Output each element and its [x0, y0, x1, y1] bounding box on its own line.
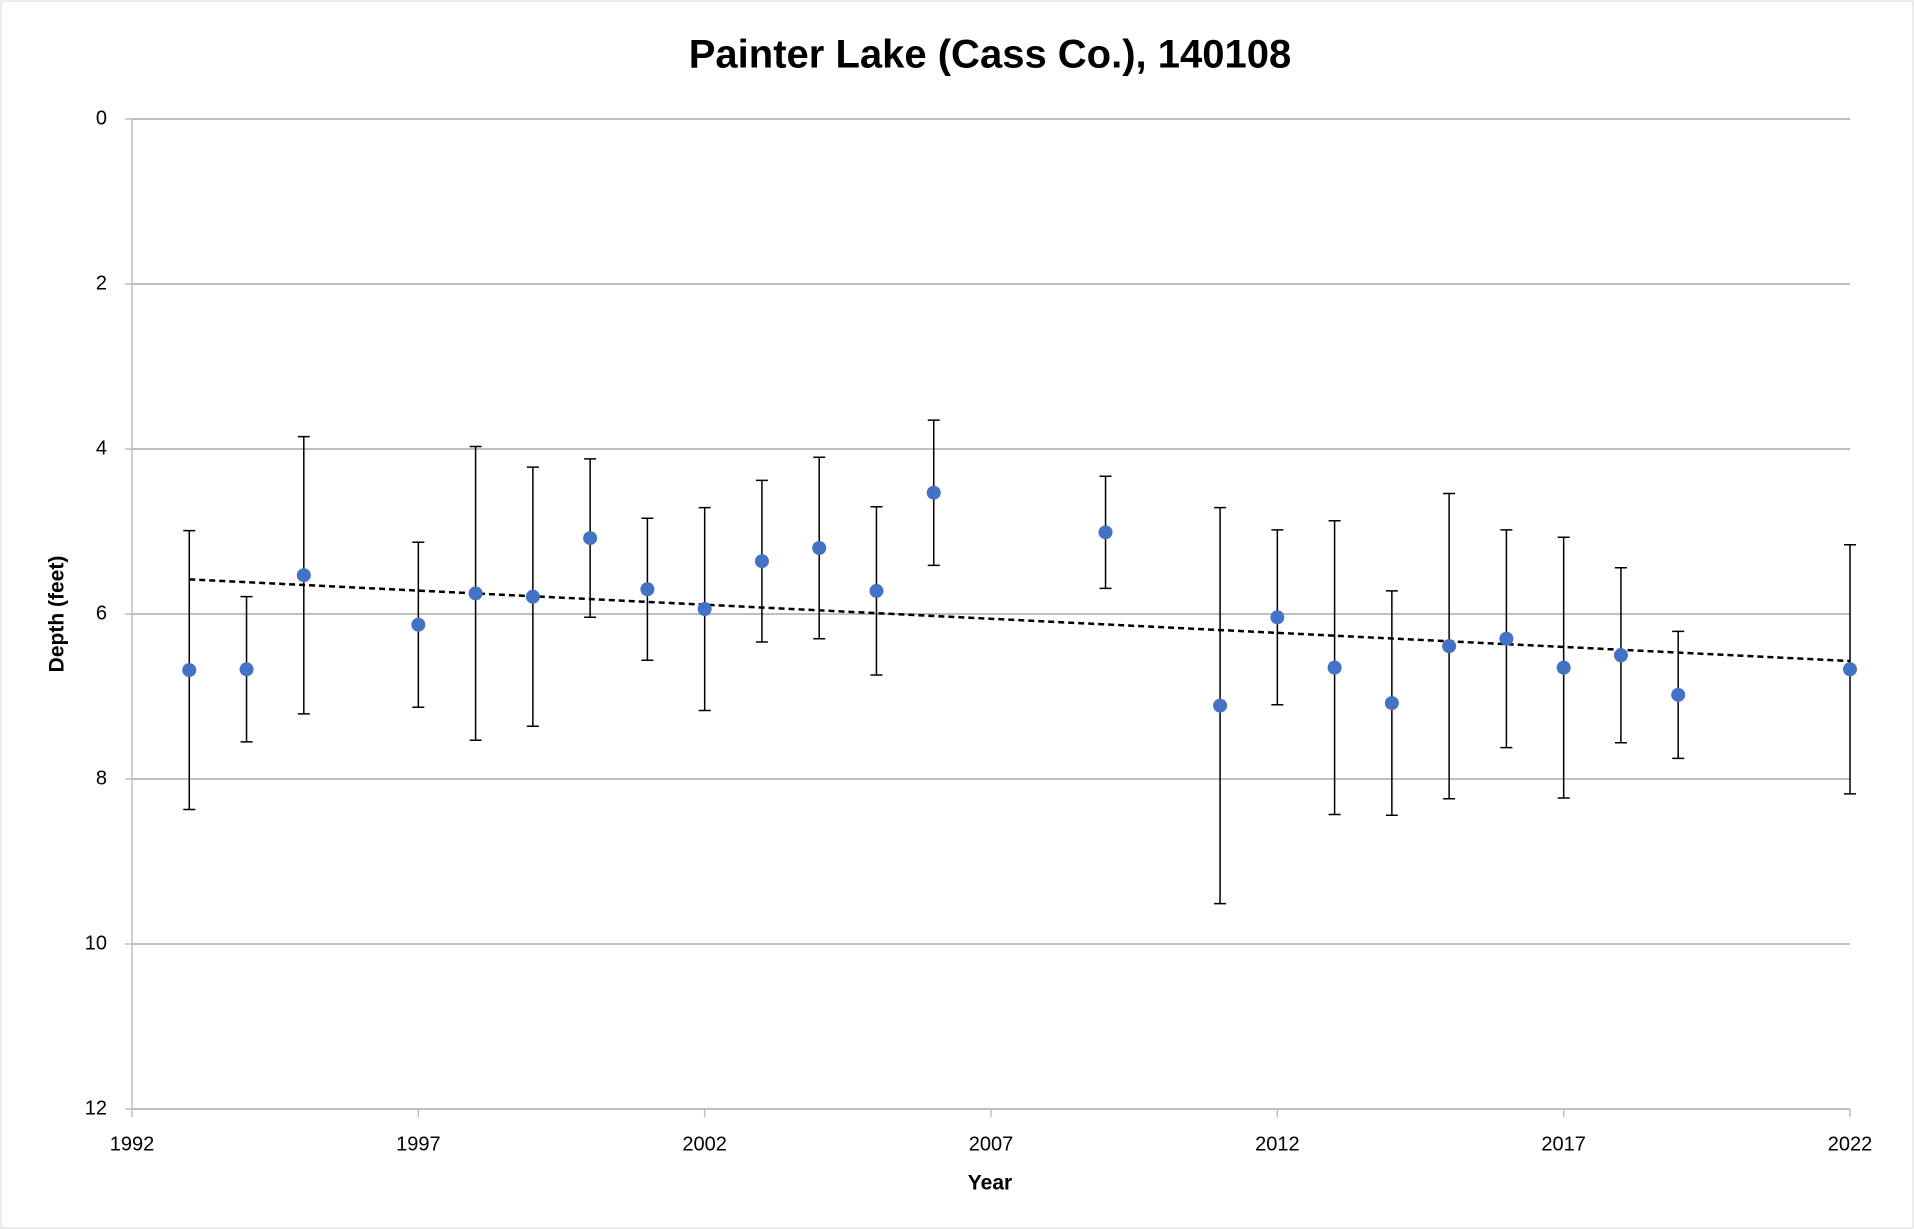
x-tick-label: 2012: [1255, 1133, 1300, 1155]
x-tick-label: 2007: [969, 1133, 1014, 1155]
data-point: [296, 568, 311, 583]
data-point: [1442, 639, 1457, 654]
y-axis-title: Depth (feet): [46, 556, 69, 673]
y-tick-label: 2: [96, 272, 107, 294]
data-point: [182, 663, 197, 678]
trend-line: [189, 578, 1851, 663]
data-point: [697, 602, 712, 617]
y-tick-label: 12: [85, 1097, 107, 1119]
x-tick-label: 1992: [110, 1133, 155, 1155]
data-point: [1671, 687, 1686, 702]
y-tick-label: 6: [96, 602, 107, 624]
data-point: [1270, 610, 1285, 625]
x-axis-title: Year: [968, 1172, 1012, 1195]
y-tick-label: 10: [85, 932, 107, 954]
data-point: [525, 589, 540, 604]
y-tick-label: 4: [96, 437, 107, 459]
x-tick-label: 2017: [1541, 1133, 1586, 1155]
data-point: [468, 586, 483, 601]
y-tick-label: 8: [96, 767, 107, 789]
data-point: [583, 531, 598, 546]
data-point: [869, 583, 884, 598]
data-point: [239, 662, 254, 677]
y-tick-label: 0: [96, 107, 107, 129]
data-point: [1098, 525, 1113, 540]
chart-title: Painter Lake (Cass Co.), 140108: [689, 33, 1292, 77]
data-point: [411, 617, 426, 632]
data-point: [1843, 662, 1857, 677]
data-point: [1384, 696, 1399, 711]
data-point: [1613, 648, 1628, 663]
data-point: [640, 582, 655, 597]
x-tick-label: 1997: [396, 1133, 441, 1155]
x-tick-label: 2022: [1828, 1133, 1873, 1155]
data-point: [1556, 660, 1571, 675]
data-point: [1499, 631, 1514, 646]
data-point: [1327, 660, 1342, 675]
data-point: [754, 554, 769, 569]
x-tick-label: 2002: [682, 1133, 727, 1155]
data-point: [1213, 698, 1228, 713]
data-point: [926, 485, 941, 500]
data-point: [812, 541, 827, 555]
